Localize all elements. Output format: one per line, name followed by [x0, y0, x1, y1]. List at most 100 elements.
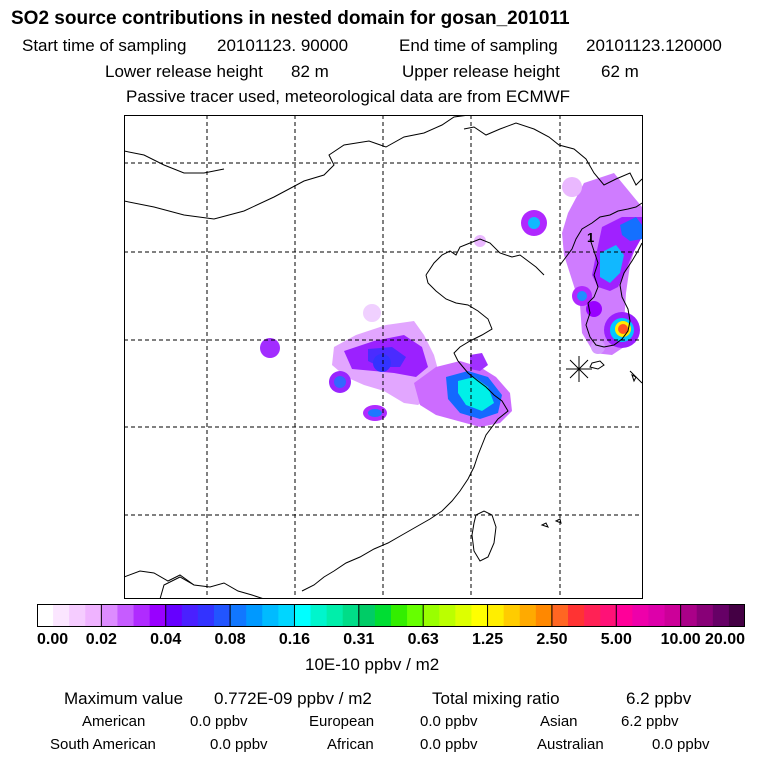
colorbar-cell	[294, 604, 312, 627]
model-note: Passive tracer used, meteorological data…	[126, 87, 571, 106]
upper-release-label: Upper release height	[402, 62, 560, 81]
region-south-american-value: 0.0 ppbv	[210, 736, 268, 753]
coast-taiwan	[471, 510, 497, 562]
plume-korea-north	[620, 217, 642, 241]
map-frame	[124, 115, 643, 599]
colorbar-tick-label: 10.00	[660, 631, 701, 648]
colorbar-tick-label: 0.02	[85, 631, 117, 648]
region-american-value: 0.0 ppbv	[190, 713, 248, 730]
map-panel: 1	[124, 115, 643, 599]
colorbar-cell	[648, 604, 666, 627]
colorbar-cell	[503, 604, 521, 627]
region-african-value: 0.0 ppbv	[420, 736, 478, 753]
colorbar-cell	[551, 604, 569, 627]
colorbar-tick-label: 1.25	[471, 631, 504, 648]
colorbar-cell	[487, 604, 505, 627]
coast-shandong	[425, 274, 493, 362]
colorbar-cell	[374, 604, 392, 627]
station-marker-label: 1	[587, 230, 594, 245]
colorbar-cell	[197, 604, 215, 627]
plume-central-spot	[373, 354, 391, 372]
end-time-value: 20101123.120000	[586, 36, 722, 55]
colorbar-cell	[117, 604, 135, 627]
colorbar-unit: 10E-10 ppbv / m2	[305, 655, 440, 674]
colorbar-tick-label: 0.31	[343, 631, 375, 648]
region-asian-name: Asian	[540, 713, 578, 730]
so2-plume	[260, 173, 642, 427]
start-time-value: 20101123. 90000	[217, 36, 349, 55]
release-site-marker	[566, 356, 592, 382]
colorbar-cell	[246, 604, 263, 627]
colorbar-cell	[519, 604, 537, 627]
colorbar-cell	[407, 604, 424, 627]
colorbar-cell	[584, 604, 601, 627]
colorbar-cell	[568, 604, 585, 627]
region-asian-value: 6.2 ppbv	[621, 713, 679, 730]
colorbar-cell	[278, 604, 296, 627]
end-time-label: End time of sampling	[399, 36, 558, 55]
colorbar-tick-label: 20.00	[704, 631, 745, 648]
colorbar-cell	[85, 604, 102, 627]
coastlines	[124, 115, 643, 599]
colorbar-cell	[53, 604, 70, 627]
coast-korea-peninsula	[585, 238, 643, 348]
region-european-value: 0.0 ppbv	[420, 713, 478, 730]
colorbar-cell	[101, 604, 119, 627]
plume-korea-core	[600, 245, 624, 283]
colorbar-cell	[535, 604, 553, 627]
colorbar	[37, 604, 745, 627]
upper-release-value: 62 m	[601, 62, 639, 81]
coast-mongolia-border	[124, 115, 470, 220]
plume-west-spot	[260, 338, 280, 358]
graticule	[124, 115, 643, 599]
colorbar-tick-label: 0.63	[407, 631, 439, 648]
region-south-american-name: South American	[50, 736, 156, 753]
plume-faint-spot	[474, 235, 486, 247]
plume-faint-west	[363, 304, 381, 322]
coast-korea	[559, 202, 643, 266]
colorbar-cell	[439, 604, 456, 627]
colorbar-cell	[728, 604, 745, 627]
colorbar-cell	[455, 604, 473, 627]
max-value: 0.772E-09 ppbv / m2	[214, 689, 372, 708]
lower-release-value: 82 m	[291, 62, 329, 81]
plume-jiangsu-lobe	[470, 353, 488, 371]
plume-south-spot-core	[368, 409, 382, 417]
colorbar-cell	[680, 604, 698, 627]
islet-1	[631, 374, 637, 383]
colorbar-cell	[310, 604, 328, 627]
colorbar-cell	[230, 604, 247, 627]
region-australian-name: Australian	[537, 736, 604, 753]
colorbar-cell	[712, 604, 730, 627]
marker-d2	[569, 359, 589, 379]
colorbar-tick-label: 0.00	[37, 631, 69, 648]
plume-busan-ring3	[618, 324, 628, 334]
region-european-name: European	[309, 713, 375, 730]
plume-manchuria-core	[528, 217, 540, 229]
colorbar-tick-label: 2.50	[536, 631, 568, 648]
coast-east-china	[301, 360, 509, 592]
colorbar-cell	[342, 604, 360, 627]
colorbar-cell	[664, 604, 682, 627]
total-mixing-label: Total mixing ratio	[432, 689, 560, 708]
lower-release-label: Lower release height	[105, 62, 263, 81]
colorbar-cell	[326, 604, 344, 627]
colorbar-cell	[165, 604, 183, 627]
colorbar-cell	[133, 604, 151, 627]
colorbar-tick-label: 0.16	[278, 631, 311, 648]
colorbar-tick-label: 0.04	[150, 631, 182, 648]
colorbar-cell	[471, 604, 489, 627]
region-american-name: American	[82, 713, 146, 730]
region-african-name: African	[327, 736, 374, 753]
colorbar-cell	[37, 604, 54, 627]
plot-title: SO2 source contributions in nested domai…	[11, 8, 570, 29]
coast-bohai	[425, 238, 545, 276]
border-inner-2	[159, 576, 195, 599]
colorbar-cell	[181, 604, 199, 627]
colorbar-cell	[391, 604, 408, 627]
plume-west-spot2-core	[334, 376, 346, 388]
colorbar-cell	[149, 604, 167, 627]
colorbar-cell	[423, 604, 440, 627]
plume-yangtze-core	[458, 377, 494, 411]
colorbar-cell	[616, 604, 633, 627]
